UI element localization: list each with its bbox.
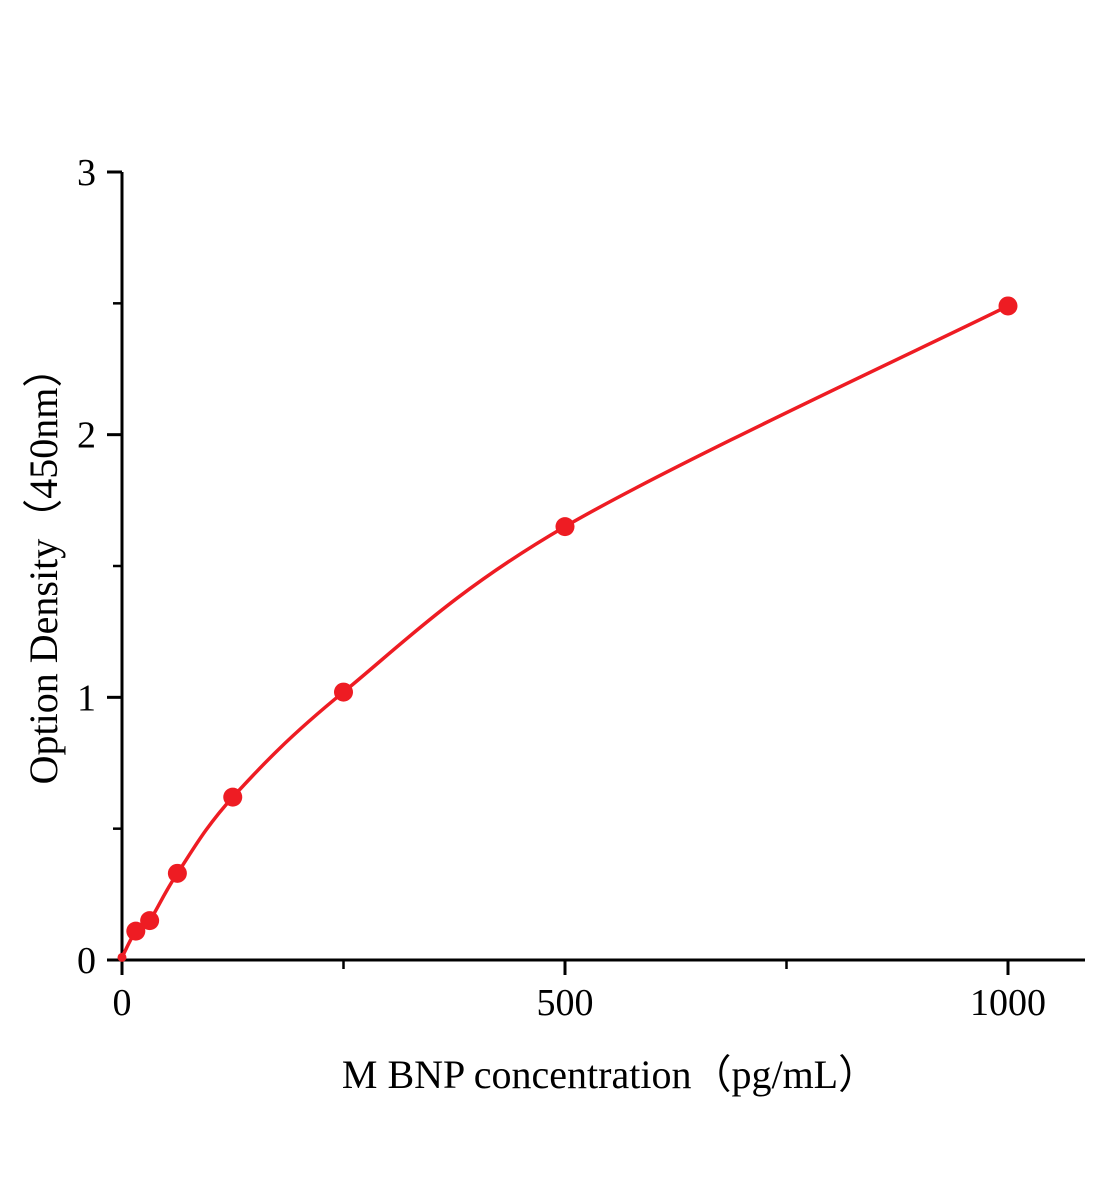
data-point bbox=[555, 517, 575, 537]
y-tick-label: 1 bbox=[77, 677, 96, 719]
y-tick-label: 2 bbox=[77, 415, 96, 457]
x-axis-title: M BNP concentration（pg/mL） bbox=[341, 1052, 879, 1097]
y-axis-title: Option Density（450nm） bbox=[21, 347, 66, 785]
data-point bbox=[334, 682, 353, 702]
y-tick-label: 3 bbox=[77, 152, 96, 194]
x-tick-label: 1000 bbox=[970, 982, 1046, 1024]
data-point bbox=[223, 787, 243, 807]
data-point bbox=[117, 952, 127, 962]
data-point bbox=[140, 911, 160, 931]
curve-line bbox=[120, 304, 1010, 960]
y-tick-label: 0 bbox=[77, 940, 96, 982]
x-tick-label: 500 bbox=[537, 982, 594, 1024]
data-point bbox=[998, 296, 1018, 316]
x-tick-label: 0 bbox=[113, 982, 132, 1024]
data-point bbox=[167, 863, 187, 883]
data-point bbox=[126, 921, 146, 941]
